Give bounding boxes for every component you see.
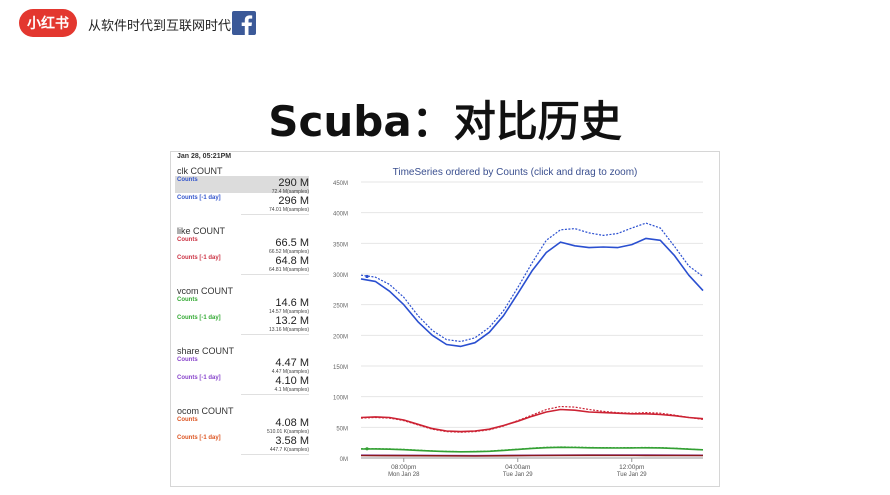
metric-row-value: 14.6 M bbox=[275, 297, 309, 309]
metric-row-samples: 64.81 M(samples) bbox=[268, 267, 309, 273]
metric-group-title: like COUNT bbox=[177, 226, 226, 236]
metric-row-value: 4.47 M bbox=[275, 357, 309, 369]
x-tick-sublabel: Mon Jan 28 bbox=[388, 472, 420, 478]
metric-row-samples: 447.7 K(samples) bbox=[269, 447, 309, 453]
x-tick-sublabel: Tue Jan 29 bbox=[503, 472, 533, 478]
scuba-dashboard: Jan 28, 05:21PM clk COUNT Counts 290 M 72.4… bbox=[170, 151, 720, 487]
metric-row-samples: 74.01 M(samples) bbox=[268, 207, 309, 213]
metric-row-label[interactable]: Counts bbox=[177, 237, 198, 243]
metric-row-label[interactable]: Counts bbox=[177, 417, 198, 423]
metric-row-samples: 66.52 M(samples) bbox=[268, 249, 309, 255]
facebook-icon bbox=[232, 11, 256, 35]
x-tick-label: 04:00am bbox=[505, 464, 530, 471]
metric-row-label[interactable]: Counts [-1 day] bbox=[177, 435, 221, 441]
y-tick-label: 400M bbox=[333, 212, 348, 218]
row-highlight bbox=[175, 176, 309, 193]
slide-title: Scuba：对比历史 bbox=[268, 97, 622, 146]
timeseries-svg[interactable]: TimeSeries ordered by Counts (click and … bbox=[311, 152, 719, 486]
metric-row-value: 64.8 M bbox=[275, 255, 309, 267]
y-tick-label: 100M bbox=[333, 396, 348, 402]
timeseries-chart[interactable]: TimeSeries ordered by Counts (click and … bbox=[311, 152, 719, 486]
metric-row-label[interactable]: Counts bbox=[177, 357, 198, 363]
y-tick-label: 200M bbox=[333, 334, 348, 340]
xiaohongshu-logo: 小红书 bbox=[19, 9, 77, 37]
metrics-timestamp: Jan 28, 05:21PM bbox=[177, 153, 232, 160]
x-tick-sublabel: Tue Jan 29 bbox=[617, 472, 647, 478]
metric-row-samples: 510.01 K(samples) bbox=[267, 429, 309, 435]
series-marker bbox=[365, 447, 369, 451]
y-tick-label: 450M bbox=[333, 181, 348, 187]
metric-row-samples: 14.57 M(samples) bbox=[268, 309, 309, 315]
y-tick-label: 50M bbox=[336, 426, 348, 432]
metric-group-title: share COUNT bbox=[177, 346, 235, 356]
series-line bbox=[360, 222, 704, 343]
metric-row-samples: 4.47 M(samples) bbox=[271, 369, 309, 375]
metric-row-value: 3.58 M bbox=[275, 435, 309, 447]
metric-row-value: 4.10 M bbox=[275, 375, 309, 387]
y-tick-label: 300M bbox=[333, 273, 348, 279]
metric-group-title: ocom COUNT bbox=[177, 406, 234, 416]
metric-row-value: 13.2 M bbox=[275, 315, 309, 327]
x-tick-label: 12:00pm bbox=[619, 464, 644, 471]
x-tick-label: 08:00pm bbox=[391, 464, 416, 471]
series-line bbox=[361, 446, 704, 453]
metric-divider bbox=[241, 274, 309, 275]
header-tagline: 从软件时代到互联网时代 bbox=[88, 19, 232, 34]
metric-divider bbox=[241, 454, 309, 455]
metric-divider bbox=[241, 334, 309, 335]
metric-divider bbox=[241, 214, 309, 215]
metric-divider bbox=[241, 394, 309, 395]
y-tick-label: 150M bbox=[333, 365, 348, 371]
metric-row-value: 66.5 M bbox=[275, 237, 309, 249]
series-line bbox=[360, 237, 704, 348]
series-marker bbox=[365, 274, 369, 279]
metric-row-label[interactable]: Counts bbox=[177, 297, 198, 303]
metrics-panel: Jan 28, 05:21PM clk COUNT Counts 290 M 72.4… bbox=[171, 152, 311, 486]
y-tick-label: 350M bbox=[333, 242, 348, 248]
metric-row-value: 290 M bbox=[278, 177, 309, 189]
metric-row-samples: 4.1 M(samples) bbox=[274, 387, 309, 393]
metric-group-title: vcom COUNT bbox=[177, 286, 233, 296]
metric-row-label[interactable]: Counts [-1 day] bbox=[177, 255, 221, 261]
series-line bbox=[360, 408, 704, 433]
series-line bbox=[360, 454, 704, 457]
metric-row-label[interactable]: Counts [-1 day] bbox=[177, 315, 221, 321]
metric-row-value: 296 M bbox=[278, 195, 309, 207]
metric-row-label[interactable]: Counts [-1 day] bbox=[177, 195, 221, 201]
metric-row-value: 4.08 M bbox=[275, 417, 309, 429]
metric-row-samples: 72.4 M(samples) bbox=[271, 189, 309, 195]
series-line bbox=[360, 405, 704, 433]
chart-title: TimeSeries ordered by Counts (click and … bbox=[393, 167, 638, 178]
metric-group-title: clk COUNT bbox=[177, 166, 223, 176]
metric-row-samples: 13.16 M(samples) bbox=[268, 327, 309, 333]
metric-row-label[interactable]: Counts bbox=[177, 177, 198, 183]
y-tick-label: 250M bbox=[333, 304, 348, 310]
metric-row-label[interactable]: Counts [-1 day] bbox=[177, 375, 221, 381]
y-tick-label: 0M bbox=[340, 457, 348, 463]
